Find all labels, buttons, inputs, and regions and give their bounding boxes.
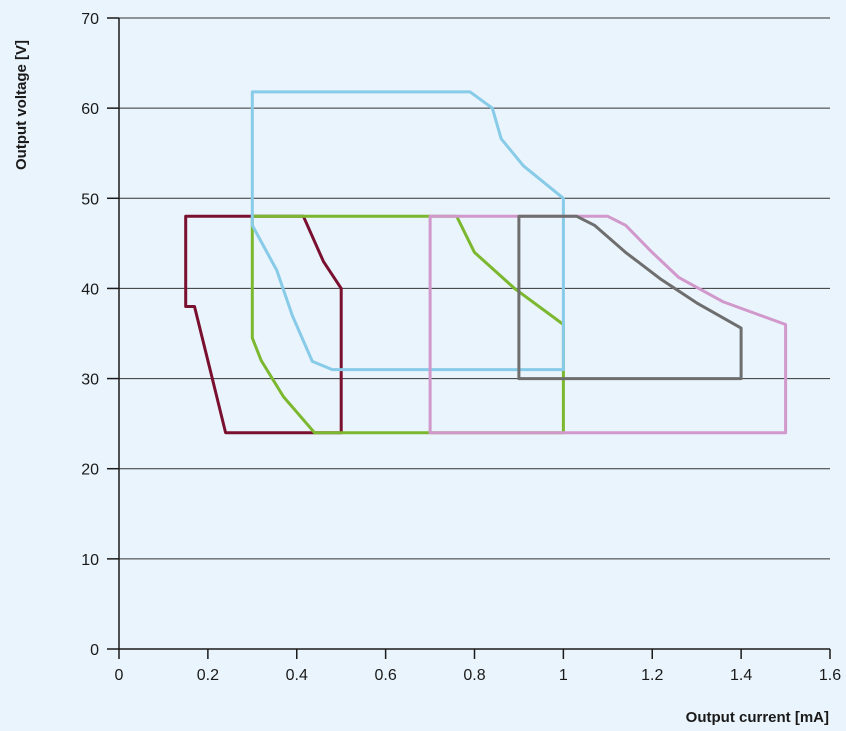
x-tick-label: 0.8 — [463, 667, 485, 684]
series-line-5 — [517, 214, 743, 381]
x-axis-title: Output current [mA] — [686, 709, 829, 726]
series-line-2 — [250, 214, 565, 435]
series-line-3 — [250, 90, 565, 372]
y-tick-label: 60 — [81, 101, 99, 118]
x-tick-label: 0 — [115, 667, 124, 684]
series-line-4 — [428, 214, 788, 435]
y-tick-label: 40 — [81, 281, 99, 298]
tick-labels: 0 10 20 30 40 50 60 70 0 0.2 0.4 0.6 0.8 1 1.2 1.4 1.6 — [81, 11, 841, 684]
x-tick-label: 1.2 — [641, 667, 663, 684]
y-tick-label: 10 — [81, 552, 99, 569]
series-group — [184, 90, 788, 435]
axes — [118, 18, 830, 650]
x-tick-label: 0.2 — [197, 667, 219, 684]
y-tick-label: 0 — [90, 642, 99, 659]
x-tick-label: 1.4 — [730, 667, 752, 684]
y-axis-title: Output voltage [V] — [13, 40, 30, 170]
y-tick-label: 20 — [81, 462, 99, 479]
grid-lines — [119, 17, 830, 560]
x-tick-label: 1.6 — [819, 667, 841, 684]
x-tick-label: 0.6 — [375, 667, 397, 684]
y-tick-label: 50 — [81, 191, 99, 208]
y-tick-label: 30 — [81, 372, 99, 389]
x-tick-label: 1 — [559, 667, 568, 684]
y-tick-label: 70 — [81, 11, 99, 28]
x-tick-label: 0.4 — [286, 667, 308, 684]
series-line-1 — [184, 214, 343, 435]
